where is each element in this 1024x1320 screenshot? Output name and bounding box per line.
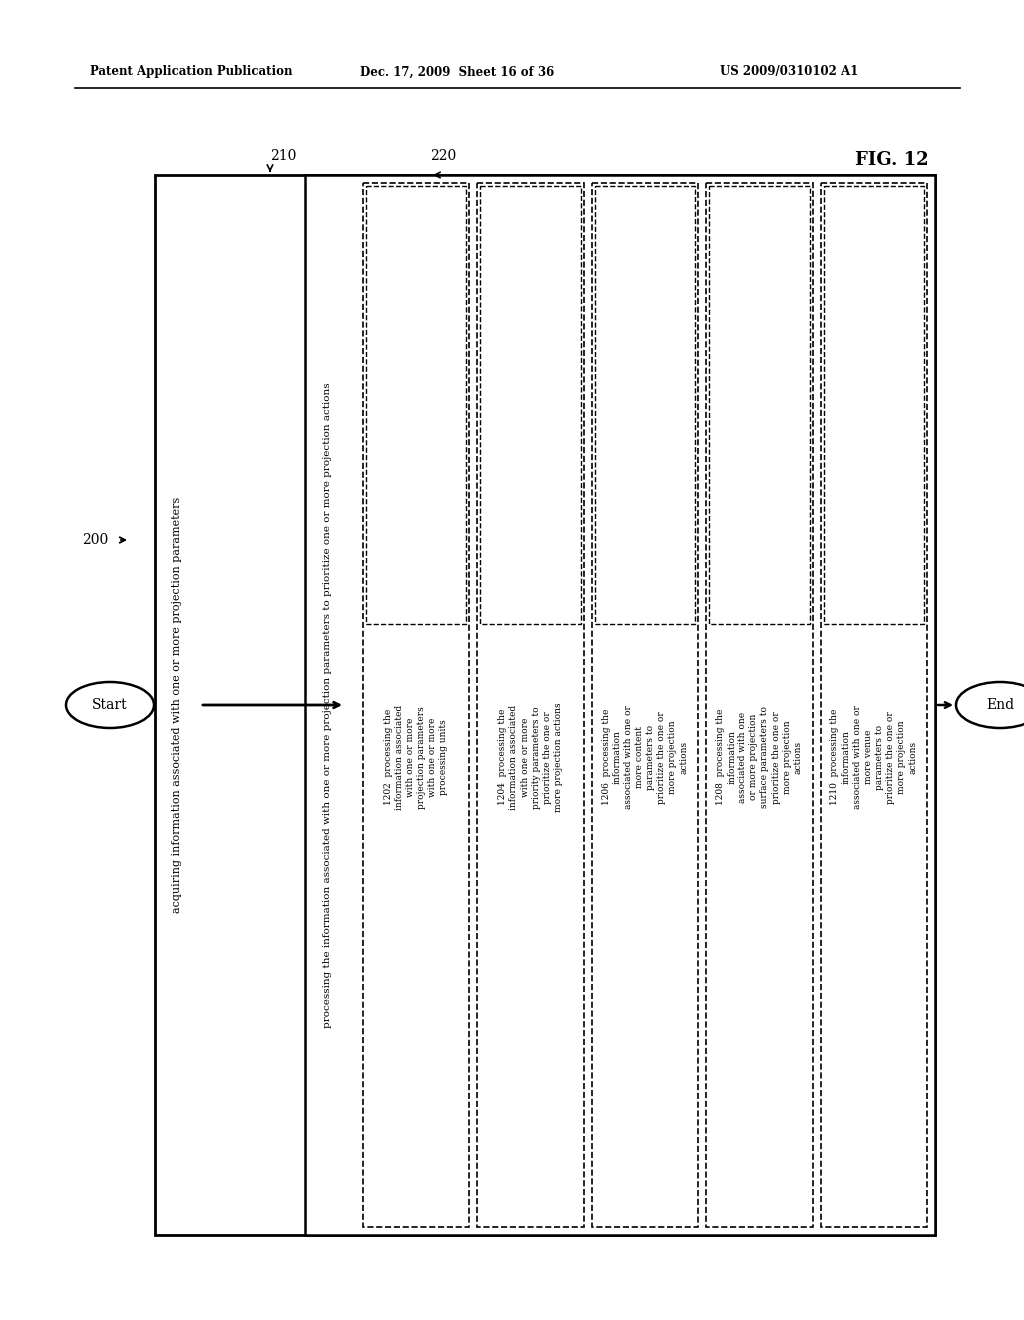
Bar (366, 186, 466, 624)
Text: 210: 210 (270, 149, 296, 162)
Ellipse shape (956, 682, 1024, 729)
Text: acquiring information associated with one or more projection parameters: acquiring information associated with on… (172, 496, 182, 913)
Bar (707, 183, 813, 1228)
Bar (362, 183, 469, 1228)
Text: processing the information associated with one or more projection parameters to : processing the information associated wi… (323, 383, 332, 1028)
Text: 220: 220 (430, 149, 457, 162)
Text: Patent Application Publication: Patent Application Publication (90, 66, 293, 78)
Bar (592, 183, 698, 1228)
Text: End: End (986, 698, 1014, 711)
Text: Dec. 17, 2009  Sheet 16 of 36: Dec. 17, 2009 Sheet 16 of 36 (360, 66, 554, 78)
Text: 1210  processing the
information
associated with one or
more venue
parameters to: 1210 processing the information associat… (830, 705, 918, 809)
Text: Start: Start (92, 698, 128, 711)
Bar (480, 186, 581, 624)
Bar (477, 183, 584, 1228)
Text: FIG. 12: FIG. 12 (855, 150, 929, 169)
Text: 1208  processing the
information
associated with one
or more projection
surface : 1208 processing the information associat… (716, 706, 803, 808)
Bar (823, 186, 924, 624)
Text: US 2009/0310102 A1: US 2009/0310102 A1 (720, 66, 858, 78)
Text: 200: 200 (82, 533, 108, 546)
Ellipse shape (66, 682, 154, 729)
Text: 1206  processing the
information
associated with one or
more content
parameters : 1206 processing the information associat… (602, 705, 688, 809)
Bar (155, 176, 935, 1236)
Text: 1202  processing the
information associated
with one or more
projection paramete: 1202 processing the information associat… (384, 705, 449, 809)
Bar (820, 183, 927, 1228)
Bar (710, 186, 810, 624)
Text: 1204  processing the
information associated
with one or more
priority parameters: 1204 processing the information associat… (499, 702, 563, 812)
Bar (595, 186, 695, 624)
Bar (305, 176, 935, 1236)
